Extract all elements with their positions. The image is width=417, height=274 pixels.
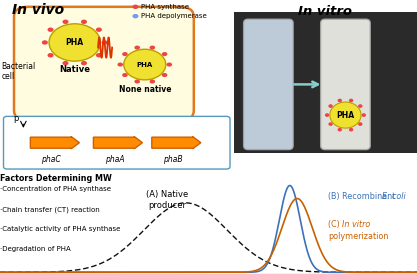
Text: (B) Recombinant: (B) Recombinant [329, 192, 398, 201]
Text: (C): (C) [329, 220, 343, 229]
Circle shape [96, 53, 102, 58]
Circle shape [162, 73, 167, 77]
Circle shape [150, 79, 155, 84]
Text: None native: None native [118, 85, 171, 94]
Text: polymerization: polymerization [329, 232, 389, 241]
Text: Bacterial
cell: Bacterial cell [1, 62, 35, 81]
Text: ·Degradation of PHA: ·Degradation of PHA [0, 246, 71, 252]
Circle shape [96, 27, 102, 32]
Text: In vitro: In vitro [342, 220, 370, 229]
Circle shape [48, 27, 53, 32]
FancyArrow shape [30, 136, 79, 149]
Circle shape [124, 49, 166, 80]
Circle shape [102, 40, 108, 45]
Text: Factors Determining MW: Factors Determining MW [0, 174, 112, 183]
Circle shape [349, 99, 353, 102]
Circle shape [358, 122, 362, 126]
Circle shape [362, 113, 366, 117]
Circle shape [134, 79, 140, 84]
Text: phaB: phaB [163, 155, 183, 164]
Text: ·Catalytic activity of PHA synthase: ·Catalytic activity of PHA synthase [0, 226, 121, 232]
FancyArrow shape [152, 136, 201, 149]
Text: phaA: phaA [105, 155, 124, 164]
Circle shape [63, 19, 68, 24]
Circle shape [150, 45, 155, 50]
FancyBboxPatch shape [14, 7, 194, 121]
FancyBboxPatch shape [244, 19, 293, 150]
Text: ·Chain transfer (CT) reaction: ·Chain transfer (CT) reaction [0, 206, 100, 213]
Text: (A) Native
producer: (A) Native producer [146, 190, 188, 210]
Text: p: p [13, 115, 18, 124]
FancyBboxPatch shape [321, 19, 370, 150]
Circle shape [330, 102, 361, 128]
Circle shape [133, 14, 138, 18]
Circle shape [118, 62, 123, 67]
FancyBboxPatch shape [3, 116, 230, 169]
Text: PHA depolymerase: PHA depolymerase [141, 13, 207, 19]
Circle shape [81, 19, 87, 24]
Text: ·Concentration of PHA synthase: ·Concentration of PHA synthase [0, 186, 111, 192]
Text: PHA: PHA [65, 38, 84, 47]
Text: In vitro: In vitro [298, 5, 352, 18]
FancyArrow shape [93, 136, 143, 149]
FancyBboxPatch shape [234, 12, 417, 153]
Circle shape [49, 24, 100, 61]
Text: Native: Native [59, 65, 90, 75]
Circle shape [338, 99, 342, 102]
Circle shape [166, 62, 172, 67]
Circle shape [338, 128, 342, 132]
Text: phaC: phaC [42, 155, 61, 164]
Circle shape [42, 40, 48, 45]
Circle shape [133, 5, 138, 9]
Circle shape [329, 104, 333, 108]
Circle shape [122, 73, 128, 77]
Circle shape [329, 122, 333, 126]
Circle shape [63, 61, 68, 65]
Circle shape [48, 53, 53, 58]
Text: PHA: PHA [337, 111, 354, 119]
Circle shape [134, 45, 140, 50]
Text: PHA synthase: PHA synthase [141, 4, 189, 10]
Circle shape [349, 128, 353, 132]
Circle shape [81, 61, 87, 65]
Text: In vivo: In vivo [12, 3, 64, 17]
Circle shape [122, 52, 128, 56]
Circle shape [325, 113, 329, 117]
Circle shape [162, 52, 167, 56]
Text: PHA: PHA [137, 62, 153, 68]
Circle shape [358, 104, 362, 108]
Text: E. coli: E. coli [382, 192, 405, 201]
